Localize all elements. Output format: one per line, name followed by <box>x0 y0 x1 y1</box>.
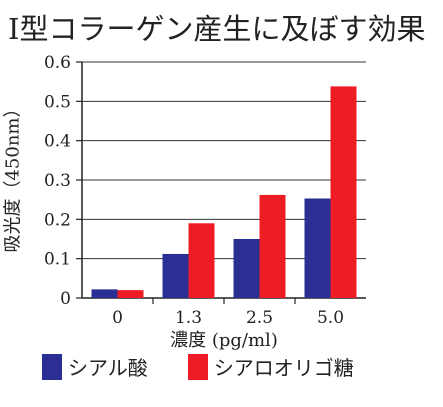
x-tick-label: 5.0 <box>317 308 344 328</box>
bar-0-series-1 <box>91 289 118 298</box>
bar-0-series-2 <box>117 290 144 298</box>
bar-2-5-series-2 <box>259 194 286 298</box>
legend-swatch-sialic-acid <box>42 353 62 380</box>
bar-1-3-series-1 <box>162 253 189 298</box>
y-tick-label: 0.6 <box>44 53 71 73</box>
legend-label-sialic-acid: シアル酸 <box>68 356 148 380</box>
legend-item-sialic-acid: シアル酸 <box>42 352 148 381</box>
legend-swatch-sialo-oligosaccharide <box>187 353 208 380</box>
x-tick-label: 1.3 <box>175 308 202 328</box>
y-tick-label: 0.4 <box>44 132 71 152</box>
y-tick-label: 0.2 <box>44 210 71 230</box>
y-tick-label: 0.5 <box>44 92 71 112</box>
bar-1-3-series-2 <box>188 223 215 298</box>
y-tick-label: 0 <box>60 289 71 309</box>
bar-5-0-series-1 <box>304 198 331 298</box>
bar-2-5-series-1 <box>233 239 260 298</box>
bar-5-0-series-2 <box>330 86 357 299</box>
legend: シアル酸 シアロオリゴ糖 <box>42 352 394 381</box>
chart-title: I型コラーゲン産生に及ぼす効果 <box>8 12 426 46</box>
bar-chart: 0 0.1 0.2 0.3 0.4 0.5 0.6 0 1.3 2.5 5.0 濃度 (pg/ml) <box>44 53 366 350</box>
y-tick-label: 0.3 <box>44 171 71 191</box>
x-tick-label: 0 <box>112 308 123 328</box>
legend-item-sialo-oligosaccharide: シアロオリゴ糖 <box>187 352 354 381</box>
y-tick-label: 0.1 <box>44 250 71 270</box>
x-axis-label: 濃度 (pg/ml) <box>170 330 278 350</box>
legend-label-sialo-oligosaccharide: シアロオリゴ糖 <box>213 356 354 380</box>
x-tick-label: 2.5 <box>246 308 273 328</box>
